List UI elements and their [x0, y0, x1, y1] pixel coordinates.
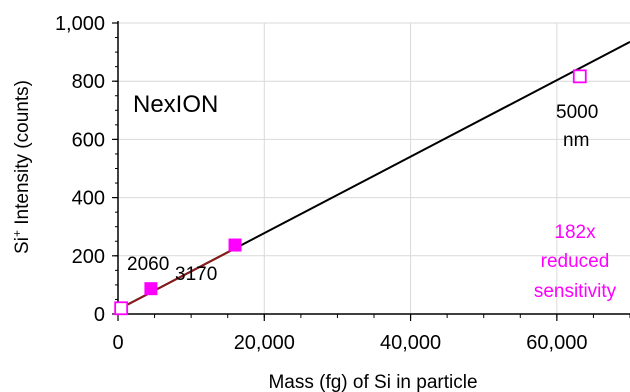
x-tick-label: 20,000	[234, 332, 295, 354]
x-tick-label: 60,000	[526, 332, 587, 354]
filled-square-point	[144, 282, 158, 296]
y-axis-title-rest: Intensity (counts)	[12, 80, 33, 230]
points	[114, 69, 587, 316]
ticks: 0 200 400 600 800 1,000 0 20,000 40,000 60,000	[55, 13, 630, 354]
y-tick-label: 200	[72, 246, 105, 268]
note-line1: 182x	[554, 222, 596, 243]
annotation-5000: 5000	[556, 102, 598, 123]
x-axis-title: Mass (fg) of Si in particle	[268, 372, 477, 392]
fit-line-group	[117, 41, 630, 311]
open-square-point	[572, 69, 587, 84]
y-tick-label: 400	[72, 188, 105, 210]
x-tick-label: 0	[112, 332, 123, 354]
annotation-2060: 2060	[127, 254, 169, 275]
annotation-instrument: NexION	[133, 91, 218, 118]
filled-square-point	[228, 238, 242, 252]
annotation-nm: nm	[563, 130, 589, 151]
y-tick-label: 600	[72, 129, 105, 151]
y-axis-title-sup: +	[10, 230, 24, 237]
y-tick-label: 1,000	[55, 13, 105, 35]
y-tick-label: 0	[94, 304, 105, 326]
note-line3: sensitivity	[534, 281, 617, 302]
open-square-point	[114, 301, 129, 316]
y-axis-title-main: Si	[12, 237, 33, 254]
grid	[118, 22, 630, 314]
y-axis-title: Si+ Intensity (counts)	[10, 80, 33, 254]
x-tick-label: 40,000	[380, 332, 441, 354]
annotation-3170: 3170	[175, 264, 217, 285]
note-line2: reduced	[541, 251, 610, 272]
y-tick-label: 800	[72, 71, 105, 93]
fit-line-segment	[121, 247, 236, 309]
